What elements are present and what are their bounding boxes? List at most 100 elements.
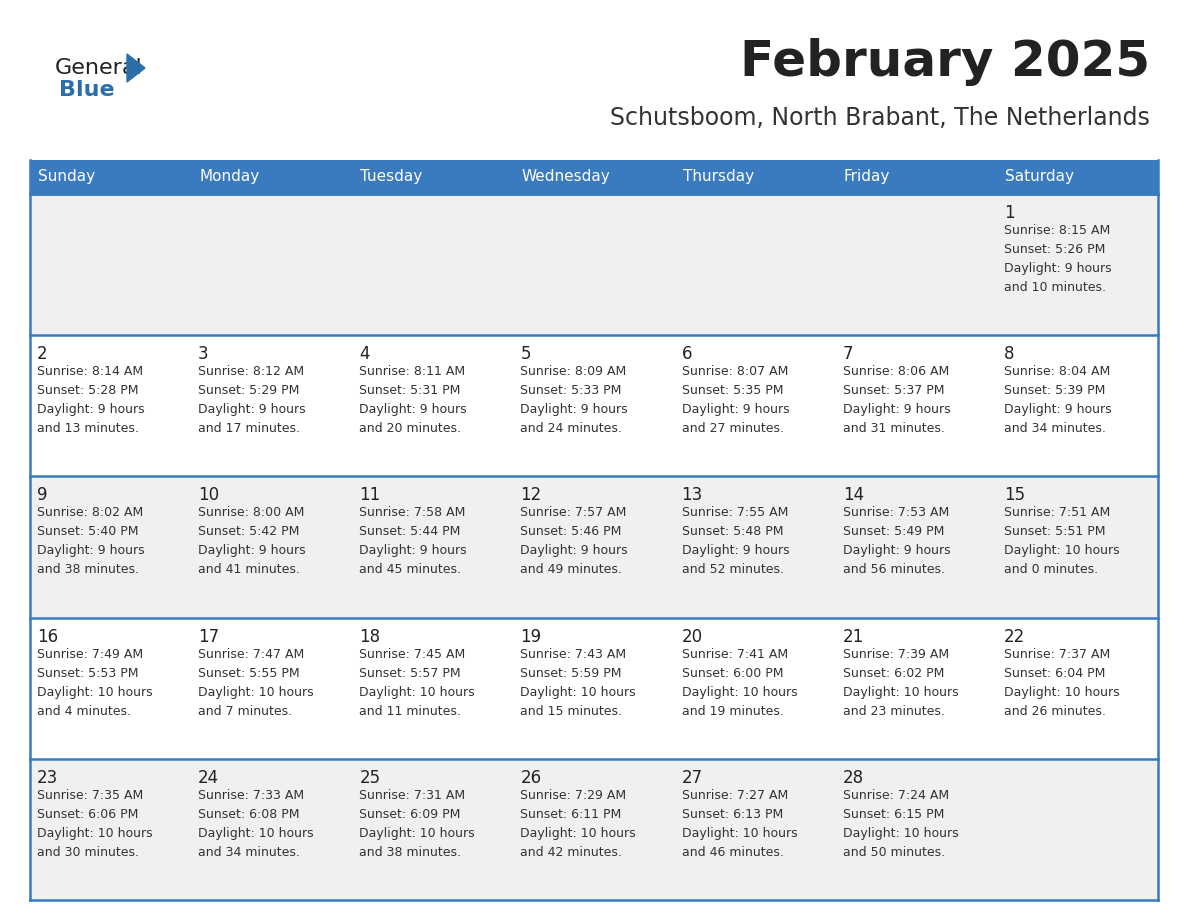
Text: Sunset: 5:49 PM: Sunset: 5:49 PM (842, 525, 944, 538)
Text: 7: 7 (842, 345, 853, 364)
Text: 2: 2 (37, 345, 48, 364)
Text: Sunrise: 7:45 AM: Sunrise: 7:45 AM (359, 647, 466, 661)
Text: Sunset: 5:40 PM: Sunset: 5:40 PM (37, 525, 139, 538)
Text: and 19 minutes.: and 19 minutes. (682, 705, 783, 718)
Text: Sunrise: 7:57 AM: Sunrise: 7:57 AM (520, 507, 627, 520)
Text: Sunset: 6:06 PM: Sunset: 6:06 PM (37, 808, 138, 821)
Text: February 2025: February 2025 (740, 38, 1150, 86)
Text: Daylight: 10 hours: Daylight: 10 hours (1004, 544, 1119, 557)
Text: General: General (55, 58, 143, 78)
Text: Daylight: 9 hours: Daylight: 9 hours (682, 544, 789, 557)
Text: Sunset: 5:42 PM: Sunset: 5:42 PM (198, 525, 299, 538)
Text: 26: 26 (520, 768, 542, 787)
Text: Sunset: 5:26 PM: Sunset: 5:26 PM (1004, 243, 1105, 256)
Text: Sunrise: 7:35 AM: Sunrise: 7:35 AM (37, 789, 144, 801)
Text: Sunset: 5:35 PM: Sunset: 5:35 PM (682, 385, 783, 397)
Text: Sunrise: 7:31 AM: Sunrise: 7:31 AM (359, 789, 466, 801)
Text: Sunset: 6:13 PM: Sunset: 6:13 PM (682, 808, 783, 821)
Bar (30, 618, 1158, 759)
Text: Sunset: 6:09 PM: Sunset: 6:09 PM (359, 808, 461, 821)
Text: and 52 minutes.: and 52 minutes. (682, 564, 784, 577)
Text: Daylight: 9 hours: Daylight: 9 hours (359, 544, 467, 557)
Text: Monday: Monday (200, 170, 259, 185)
Text: Sunrise: 8:07 AM: Sunrise: 8:07 AM (682, 365, 788, 378)
Text: and 42 minutes.: and 42 minutes. (520, 845, 623, 859)
Bar (30, 476, 1158, 618)
Text: Sunset: 5:59 PM: Sunset: 5:59 PM (520, 666, 623, 679)
Text: and 17 minutes.: and 17 minutes. (198, 422, 301, 435)
Text: Schutsboom, North Brabant, The Netherlands: Schutsboom, North Brabant, The Netherlan… (611, 106, 1150, 130)
Text: Daylight: 9 hours: Daylight: 9 hours (1004, 262, 1112, 275)
Text: Sunset: 6:15 PM: Sunset: 6:15 PM (842, 808, 944, 821)
Bar (30, 759, 1158, 900)
Text: Sunrise: 7:49 AM: Sunrise: 7:49 AM (37, 647, 143, 661)
Text: 11: 11 (359, 487, 380, 504)
Text: Daylight: 10 hours: Daylight: 10 hours (1004, 686, 1119, 699)
Text: Saturday: Saturday (1005, 170, 1074, 185)
Text: Daylight: 10 hours: Daylight: 10 hours (198, 686, 314, 699)
Text: Friday: Friday (843, 170, 890, 185)
Bar (835, 160, 997, 194)
Text: Sunset: 5:44 PM: Sunset: 5:44 PM (359, 525, 461, 538)
Text: and 45 minutes.: and 45 minutes. (359, 564, 461, 577)
Text: and 34 minutes.: and 34 minutes. (1004, 422, 1106, 435)
Text: 3: 3 (198, 345, 209, 364)
Text: Sunrise: 8:00 AM: Sunrise: 8:00 AM (198, 507, 304, 520)
Text: 25: 25 (359, 768, 380, 787)
Bar (191, 160, 353, 194)
Text: and 27 minutes.: and 27 minutes. (682, 422, 784, 435)
Text: Sunset: 6:04 PM: Sunset: 6:04 PM (1004, 666, 1105, 679)
Text: 17: 17 (198, 628, 220, 645)
Text: Daylight: 10 hours: Daylight: 10 hours (359, 686, 475, 699)
Text: and 30 minutes.: and 30 minutes. (37, 845, 139, 859)
Text: and 11 minutes.: and 11 minutes. (359, 705, 461, 718)
Text: Sunrise: 8:11 AM: Sunrise: 8:11 AM (359, 365, 466, 378)
Text: 28: 28 (842, 768, 864, 787)
Text: Daylight: 9 hours: Daylight: 9 hours (359, 403, 467, 416)
Text: and 31 minutes.: and 31 minutes. (842, 422, 944, 435)
Text: and 38 minutes.: and 38 minutes. (37, 564, 139, 577)
Text: 24: 24 (198, 768, 220, 787)
Text: Wednesday: Wednesday (522, 170, 611, 185)
Text: Blue: Blue (59, 80, 114, 100)
Text: Sunrise: 8:09 AM: Sunrise: 8:09 AM (520, 365, 627, 378)
Text: 22: 22 (1004, 628, 1025, 645)
Bar (675, 160, 835, 194)
Text: Sunset: 5:51 PM: Sunset: 5:51 PM (1004, 525, 1105, 538)
Text: and 34 minutes.: and 34 minutes. (198, 845, 301, 859)
Text: Sunset: 6:00 PM: Sunset: 6:00 PM (682, 666, 783, 679)
Text: Sunrise: 7:53 AM: Sunrise: 7:53 AM (842, 507, 949, 520)
Text: and 41 minutes.: and 41 minutes. (198, 564, 301, 577)
Text: 19: 19 (520, 628, 542, 645)
Text: Sunrise: 8:12 AM: Sunrise: 8:12 AM (198, 365, 304, 378)
Text: Daylight: 9 hours: Daylight: 9 hours (198, 403, 305, 416)
Text: Tuesday: Tuesday (360, 170, 423, 185)
Text: Sunrise: 8:06 AM: Sunrise: 8:06 AM (842, 365, 949, 378)
Text: 21: 21 (842, 628, 864, 645)
Text: and 38 minutes.: and 38 minutes. (359, 845, 461, 859)
Text: Sunrise: 7:33 AM: Sunrise: 7:33 AM (198, 789, 304, 801)
Text: Sunrise: 7:51 AM: Sunrise: 7:51 AM (1004, 507, 1110, 520)
Text: and 46 minutes.: and 46 minutes. (682, 845, 783, 859)
Text: Sunrise: 7:24 AM: Sunrise: 7:24 AM (842, 789, 949, 801)
Text: 10: 10 (198, 487, 220, 504)
Text: 20: 20 (682, 628, 702, 645)
Text: 16: 16 (37, 628, 58, 645)
Text: Daylight: 9 hours: Daylight: 9 hours (37, 544, 145, 557)
Text: Sunset: 5:37 PM: Sunset: 5:37 PM (842, 385, 944, 397)
Text: Sunrise: 7:47 AM: Sunrise: 7:47 AM (198, 647, 304, 661)
Text: Sunrise: 7:29 AM: Sunrise: 7:29 AM (520, 789, 626, 801)
Text: Sunrise: 8:02 AM: Sunrise: 8:02 AM (37, 507, 144, 520)
Text: and 50 minutes.: and 50 minutes. (842, 845, 944, 859)
Text: Sunset: 5:46 PM: Sunset: 5:46 PM (520, 525, 621, 538)
Text: Sunrise: 8:04 AM: Sunrise: 8:04 AM (1004, 365, 1110, 378)
Text: Thursday: Thursday (683, 170, 753, 185)
Text: 6: 6 (682, 345, 693, 364)
Text: Daylight: 10 hours: Daylight: 10 hours (842, 686, 959, 699)
Text: and 24 minutes.: and 24 minutes. (520, 422, 623, 435)
Bar (30, 335, 1158, 476)
Text: Sunrise: 7:43 AM: Sunrise: 7:43 AM (520, 647, 626, 661)
Text: Sunset: 5:29 PM: Sunset: 5:29 PM (198, 385, 299, 397)
Text: Sunrise: 7:37 AM: Sunrise: 7:37 AM (1004, 647, 1110, 661)
Text: Daylight: 10 hours: Daylight: 10 hours (520, 827, 636, 840)
